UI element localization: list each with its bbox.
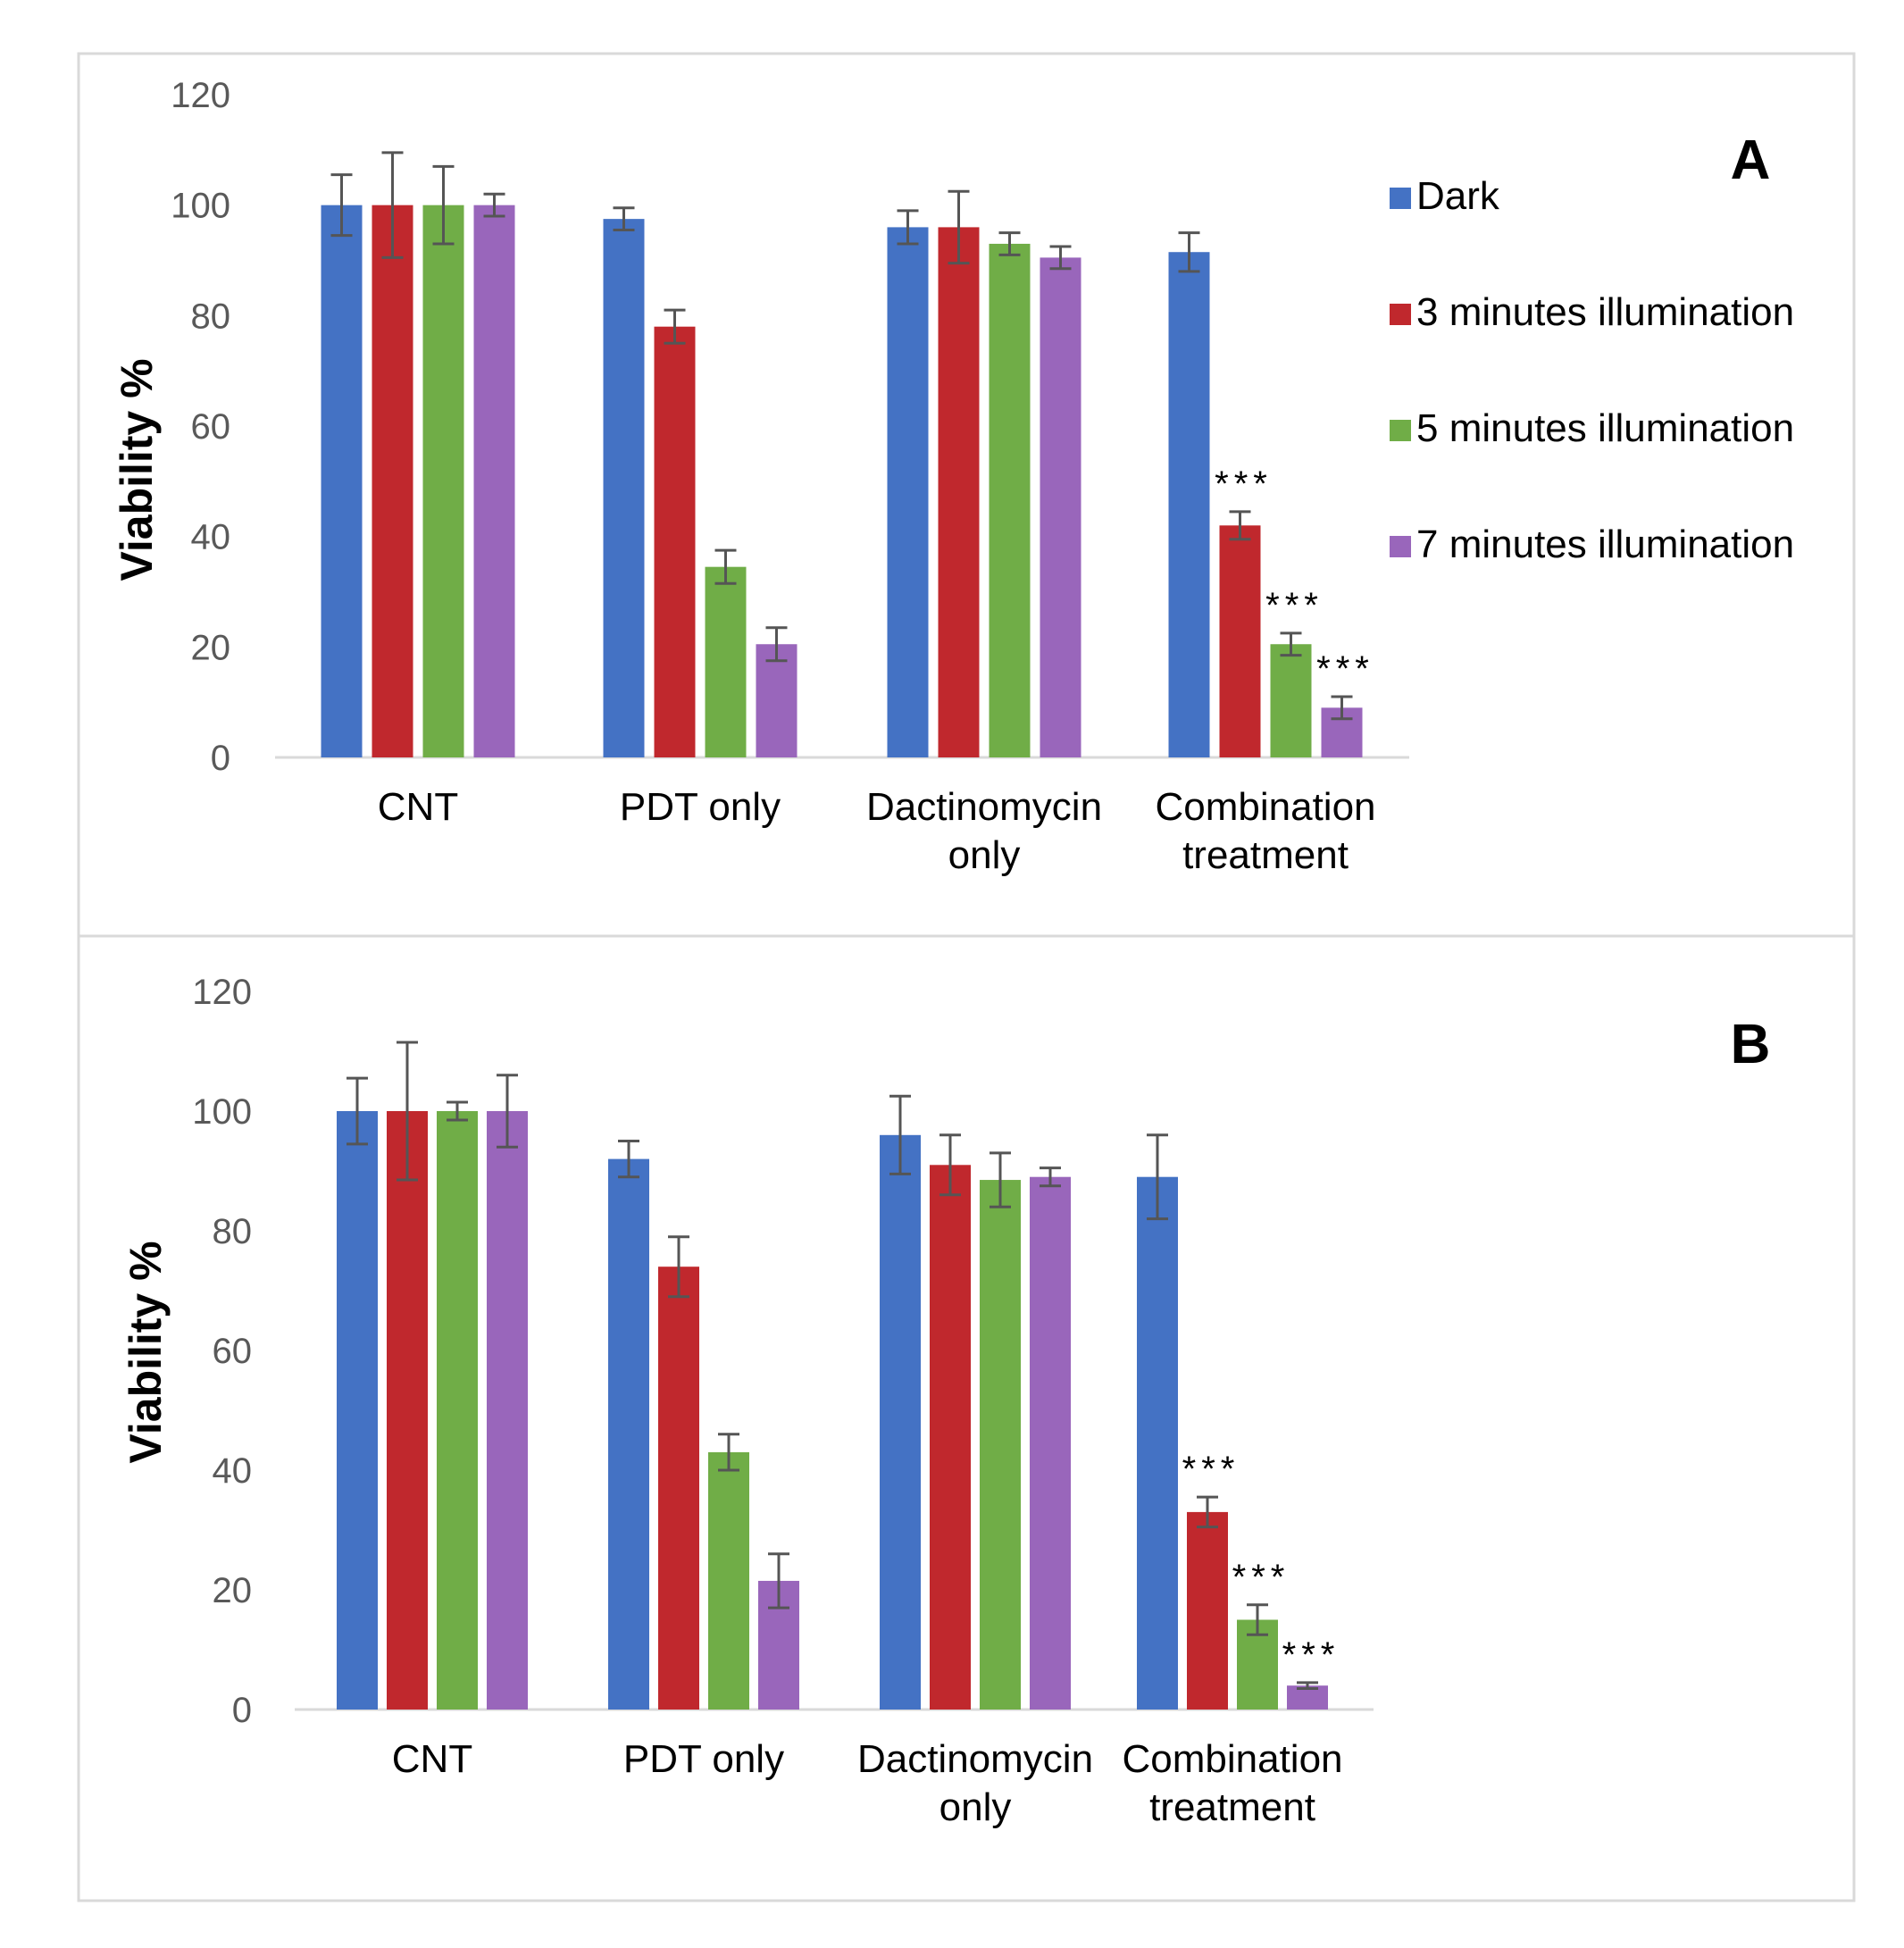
bar-3-minutes-illumination bbox=[372, 205, 413, 757]
bar-5-minutes-illumination bbox=[708, 1451, 749, 1710]
bar-7-minutes-illumination bbox=[756, 644, 798, 757]
legend-swatch bbox=[1390, 536, 1411, 557]
chart-panel-a: 0 20 40 60 80 100 120 Viability % A *** *** *** CNT P… bbox=[112, 76, 1794, 877]
x-category-label: PDT only bbox=[620, 785, 781, 829]
y-tick-label: 20 bbox=[191, 628, 231, 667]
legend-swatch bbox=[1390, 304, 1411, 325]
bar-dark bbox=[337, 1111, 378, 1710]
x-category-label: treatment bbox=[1182, 833, 1349, 877]
y-tick-label: 100 bbox=[171, 187, 230, 226]
y-tick-label: 80 bbox=[213, 1212, 253, 1251]
significance-annotation: *** bbox=[1182, 1450, 1240, 1489]
legend-label: 3 minutes illumination bbox=[1416, 290, 1794, 334]
x-category-label: only bbox=[948, 833, 1021, 877]
bar-5-minutes-illumination bbox=[437, 1111, 478, 1710]
bar-3-minutes-illumination bbox=[1219, 525, 1261, 757]
bar-dark bbox=[880, 1134, 921, 1710]
bar-7-minutes-illumination bbox=[1030, 1176, 1071, 1710]
bar-3-minutes-illumination bbox=[654, 326, 696, 757]
y-tick-label: 60 bbox=[213, 1332, 253, 1371]
bar-dark bbox=[603, 219, 645, 757]
y-tick-label: 0 bbox=[211, 739, 230, 778]
panel-label: A bbox=[1731, 130, 1771, 191]
x-category-label: only bbox=[939, 1785, 1012, 1829]
bar-dark bbox=[321, 205, 363, 757]
bar-5-minutes-illumination bbox=[705, 566, 747, 757]
bar-5-minutes-illumination bbox=[1270, 644, 1312, 757]
bar-3-minutes-illumination bbox=[938, 227, 980, 757]
y-tick-label: 60 bbox=[191, 407, 231, 447]
y-tick-label: 100 bbox=[192, 1092, 252, 1132]
bar-dark bbox=[1137, 1176, 1178, 1710]
y-tick-label: 0 bbox=[232, 1691, 252, 1730]
x-category-label: CNT bbox=[392, 1737, 472, 1781]
bar-5-minutes-illumination bbox=[989, 243, 1031, 757]
significance-annotation: *** bbox=[1265, 586, 1324, 625]
y-tick-label: 40 bbox=[213, 1451, 253, 1491]
y-tick-label: 40 bbox=[191, 518, 231, 557]
chart-panel-b: 0 20 40 60 80 100 120 Viability % B *** *** *** CNT P… bbox=[121, 973, 1770, 1829]
panel-label: B bbox=[1731, 1014, 1771, 1075]
bar-dark bbox=[608, 1158, 649, 1710]
x-category-label: Combination bbox=[1155, 785, 1375, 829]
significance-annotation: *** bbox=[1232, 1558, 1290, 1597]
bar-5-minutes-illumination bbox=[422, 205, 464, 757]
bar-3-minutes-illumination bbox=[658, 1267, 699, 1710]
bar-3-minutes-illumination bbox=[930, 1165, 971, 1710]
y-tick-label: 120 bbox=[192, 973, 252, 1012]
y-tick-label: 80 bbox=[191, 297, 231, 336]
legend-label: 5 minutes illumination bbox=[1416, 406, 1794, 450]
bar-dark bbox=[1168, 252, 1210, 758]
legend-swatch bbox=[1390, 188, 1411, 209]
legend-label: 7 minutes illumination bbox=[1416, 523, 1794, 566]
y-axis-label: Viability % bbox=[121, 1241, 171, 1463]
x-category-label: CNT bbox=[378, 785, 458, 829]
bar-3-minutes-illumination bbox=[387, 1111, 428, 1710]
bar-dark bbox=[887, 227, 929, 757]
y-tick-label: 20 bbox=[213, 1571, 253, 1610]
legend-swatch bbox=[1390, 420, 1411, 441]
bar-3-minutes-illumination bbox=[1187, 1511, 1228, 1710]
x-category-label: Dactinomycin bbox=[857, 1737, 1093, 1781]
legend-label: Dark bbox=[1416, 174, 1500, 218]
bar-7-minutes-illumination bbox=[473, 205, 515, 757]
x-category-label: Dactinomycin bbox=[866, 785, 1102, 829]
x-category-label: PDT only bbox=[623, 1737, 784, 1781]
x-category-label: treatment bbox=[1149, 1785, 1315, 1829]
bar-5-minutes-illumination bbox=[980, 1180, 1021, 1710]
y-axis-label: Viability % bbox=[112, 358, 162, 581]
bar-7-minutes-illumination bbox=[487, 1111, 528, 1710]
y-tick-label: 120 bbox=[171, 76, 230, 115]
significance-annotation: *** bbox=[1282, 1635, 1340, 1675]
x-category-label: Combination bbox=[1122, 1737, 1342, 1781]
significance-annotation: *** bbox=[1316, 649, 1374, 689]
significance-annotation: *** bbox=[1215, 464, 1273, 504]
bar-7-minutes-illumination bbox=[1040, 257, 1081, 757]
